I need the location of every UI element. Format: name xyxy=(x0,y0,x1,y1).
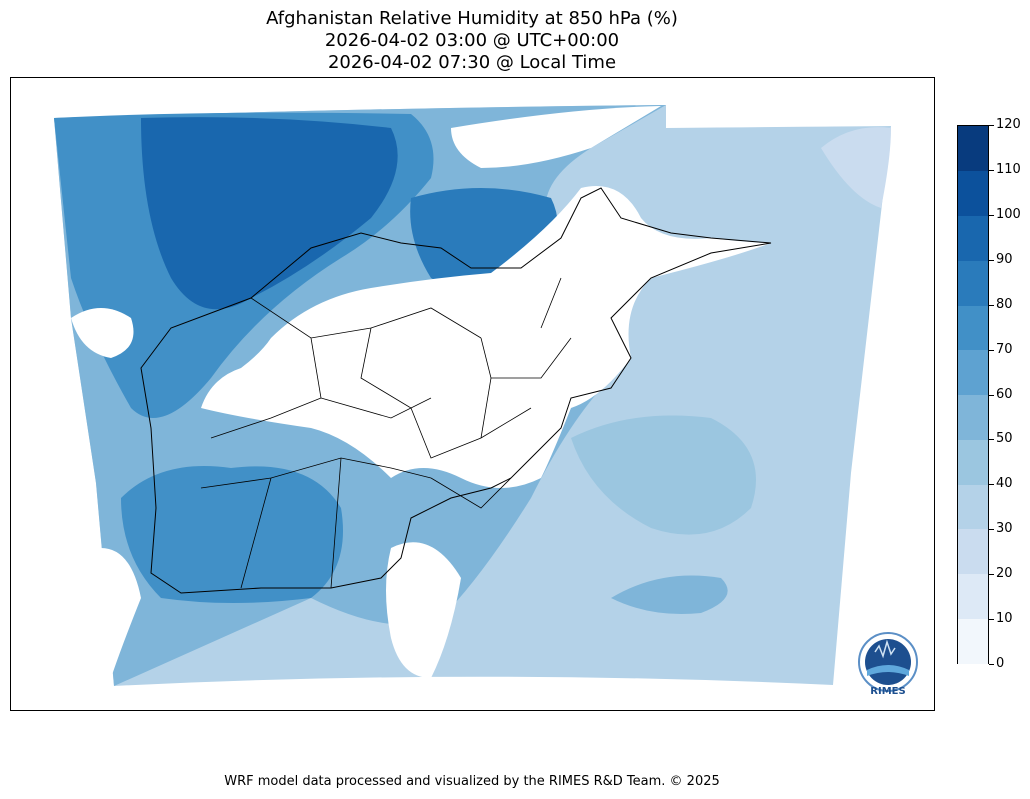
dry-patch-west xyxy=(71,308,134,358)
colorbar-segment xyxy=(958,260,988,306)
colorbar-tick xyxy=(989,350,994,351)
dry-region-north xyxy=(451,106,661,168)
rimes-logo: RIMES xyxy=(855,630,921,702)
colorbar-tick xyxy=(989,395,994,396)
colorbar-tick-label: 10 xyxy=(996,611,1013,626)
colorbar-tick xyxy=(989,125,994,126)
footer-credit: WRF model data processed and visualized … xyxy=(224,774,720,789)
humidity-band-east xyxy=(611,575,728,614)
map-subtitle-local: 2026-04-02 07:30 @ Local Time xyxy=(327,52,617,73)
dry-patch-southwest xyxy=(101,548,141,678)
logo-text: RIMES xyxy=(870,686,906,697)
map-subtitle-utc: 2026-04-02 03:00 @ UTC+00:00 xyxy=(324,30,620,51)
colorbar-segment xyxy=(958,439,988,485)
colorbar-segment xyxy=(958,528,988,574)
colorbar-tick-label: 60 xyxy=(996,387,1013,402)
colorbar-tick xyxy=(989,439,994,440)
colorbar-tick-label: 110 xyxy=(996,162,1021,177)
colorbar-segment xyxy=(958,618,988,664)
colorbar-tick-label: 20 xyxy=(996,566,1013,581)
humidity-patch-far-northeast xyxy=(821,127,891,208)
colorbar-segment xyxy=(958,170,988,216)
colorbar-tick xyxy=(989,484,994,485)
colorbar-tick xyxy=(989,170,994,171)
colorbar-tick xyxy=(989,260,994,261)
colorbar-tick-label: 70 xyxy=(996,342,1013,357)
colorbar-tick xyxy=(989,574,994,575)
humidity-high-southwest xyxy=(121,466,343,603)
colorbar-segment xyxy=(958,349,988,395)
colorbar-segment xyxy=(958,394,988,440)
humidity-map-svg xyxy=(54,105,891,686)
colorbar xyxy=(957,125,989,664)
dry-region-south xyxy=(386,542,461,678)
colorbar-segment xyxy=(958,215,988,261)
colorbar-segment xyxy=(958,126,988,172)
colorbar-tick-label: 80 xyxy=(996,297,1013,312)
colorbar-segment xyxy=(958,305,988,351)
humidity-very-high-core xyxy=(141,117,398,310)
colorbar-tick-label: 120 xyxy=(996,117,1021,132)
colorbar-segment xyxy=(958,484,988,530)
map-panel xyxy=(10,77,935,711)
colorbar-tick-label: 40 xyxy=(996,476,1013,491)
map-title: Afghanistan Relative Humidity at 850 hPa… xyxy=(266,8,678,29)
humidity-pocket-southeast xyxy=(571,415,756,535)
colorbar-tick-label: 50 xyxy=(996,431,1013,446)
colorbar-tick xyxy=(989,529,994,530)
colorbar-tick-label: 30 xyxy=(996,521,1013,536)
colorbar-tick xyxy=(989,619,994,620)
dry-region-afghanistan xyxy=(201,186,771,488)
rimes-globe-logo-icon xyxy=(858,632,918,692)
colorbar-tick xyxy=(989,215,994,216)
colorbar-tick xyxy=(989,664,994,665)
province-boundaries xyxy=(200,277,572,589)
colorbar-tick-label: 100 xyxy=(996,207,1021,222)
colorbar-tick-label: 0 xyxy=(996,656,1005,671)
colorbar-tick-label: 90 xyxy=(996,252,1013,267)
colorbar-tick xyxy=(989,305,994,306)
colorbar-segment xyxy=(958,573,988,619)
